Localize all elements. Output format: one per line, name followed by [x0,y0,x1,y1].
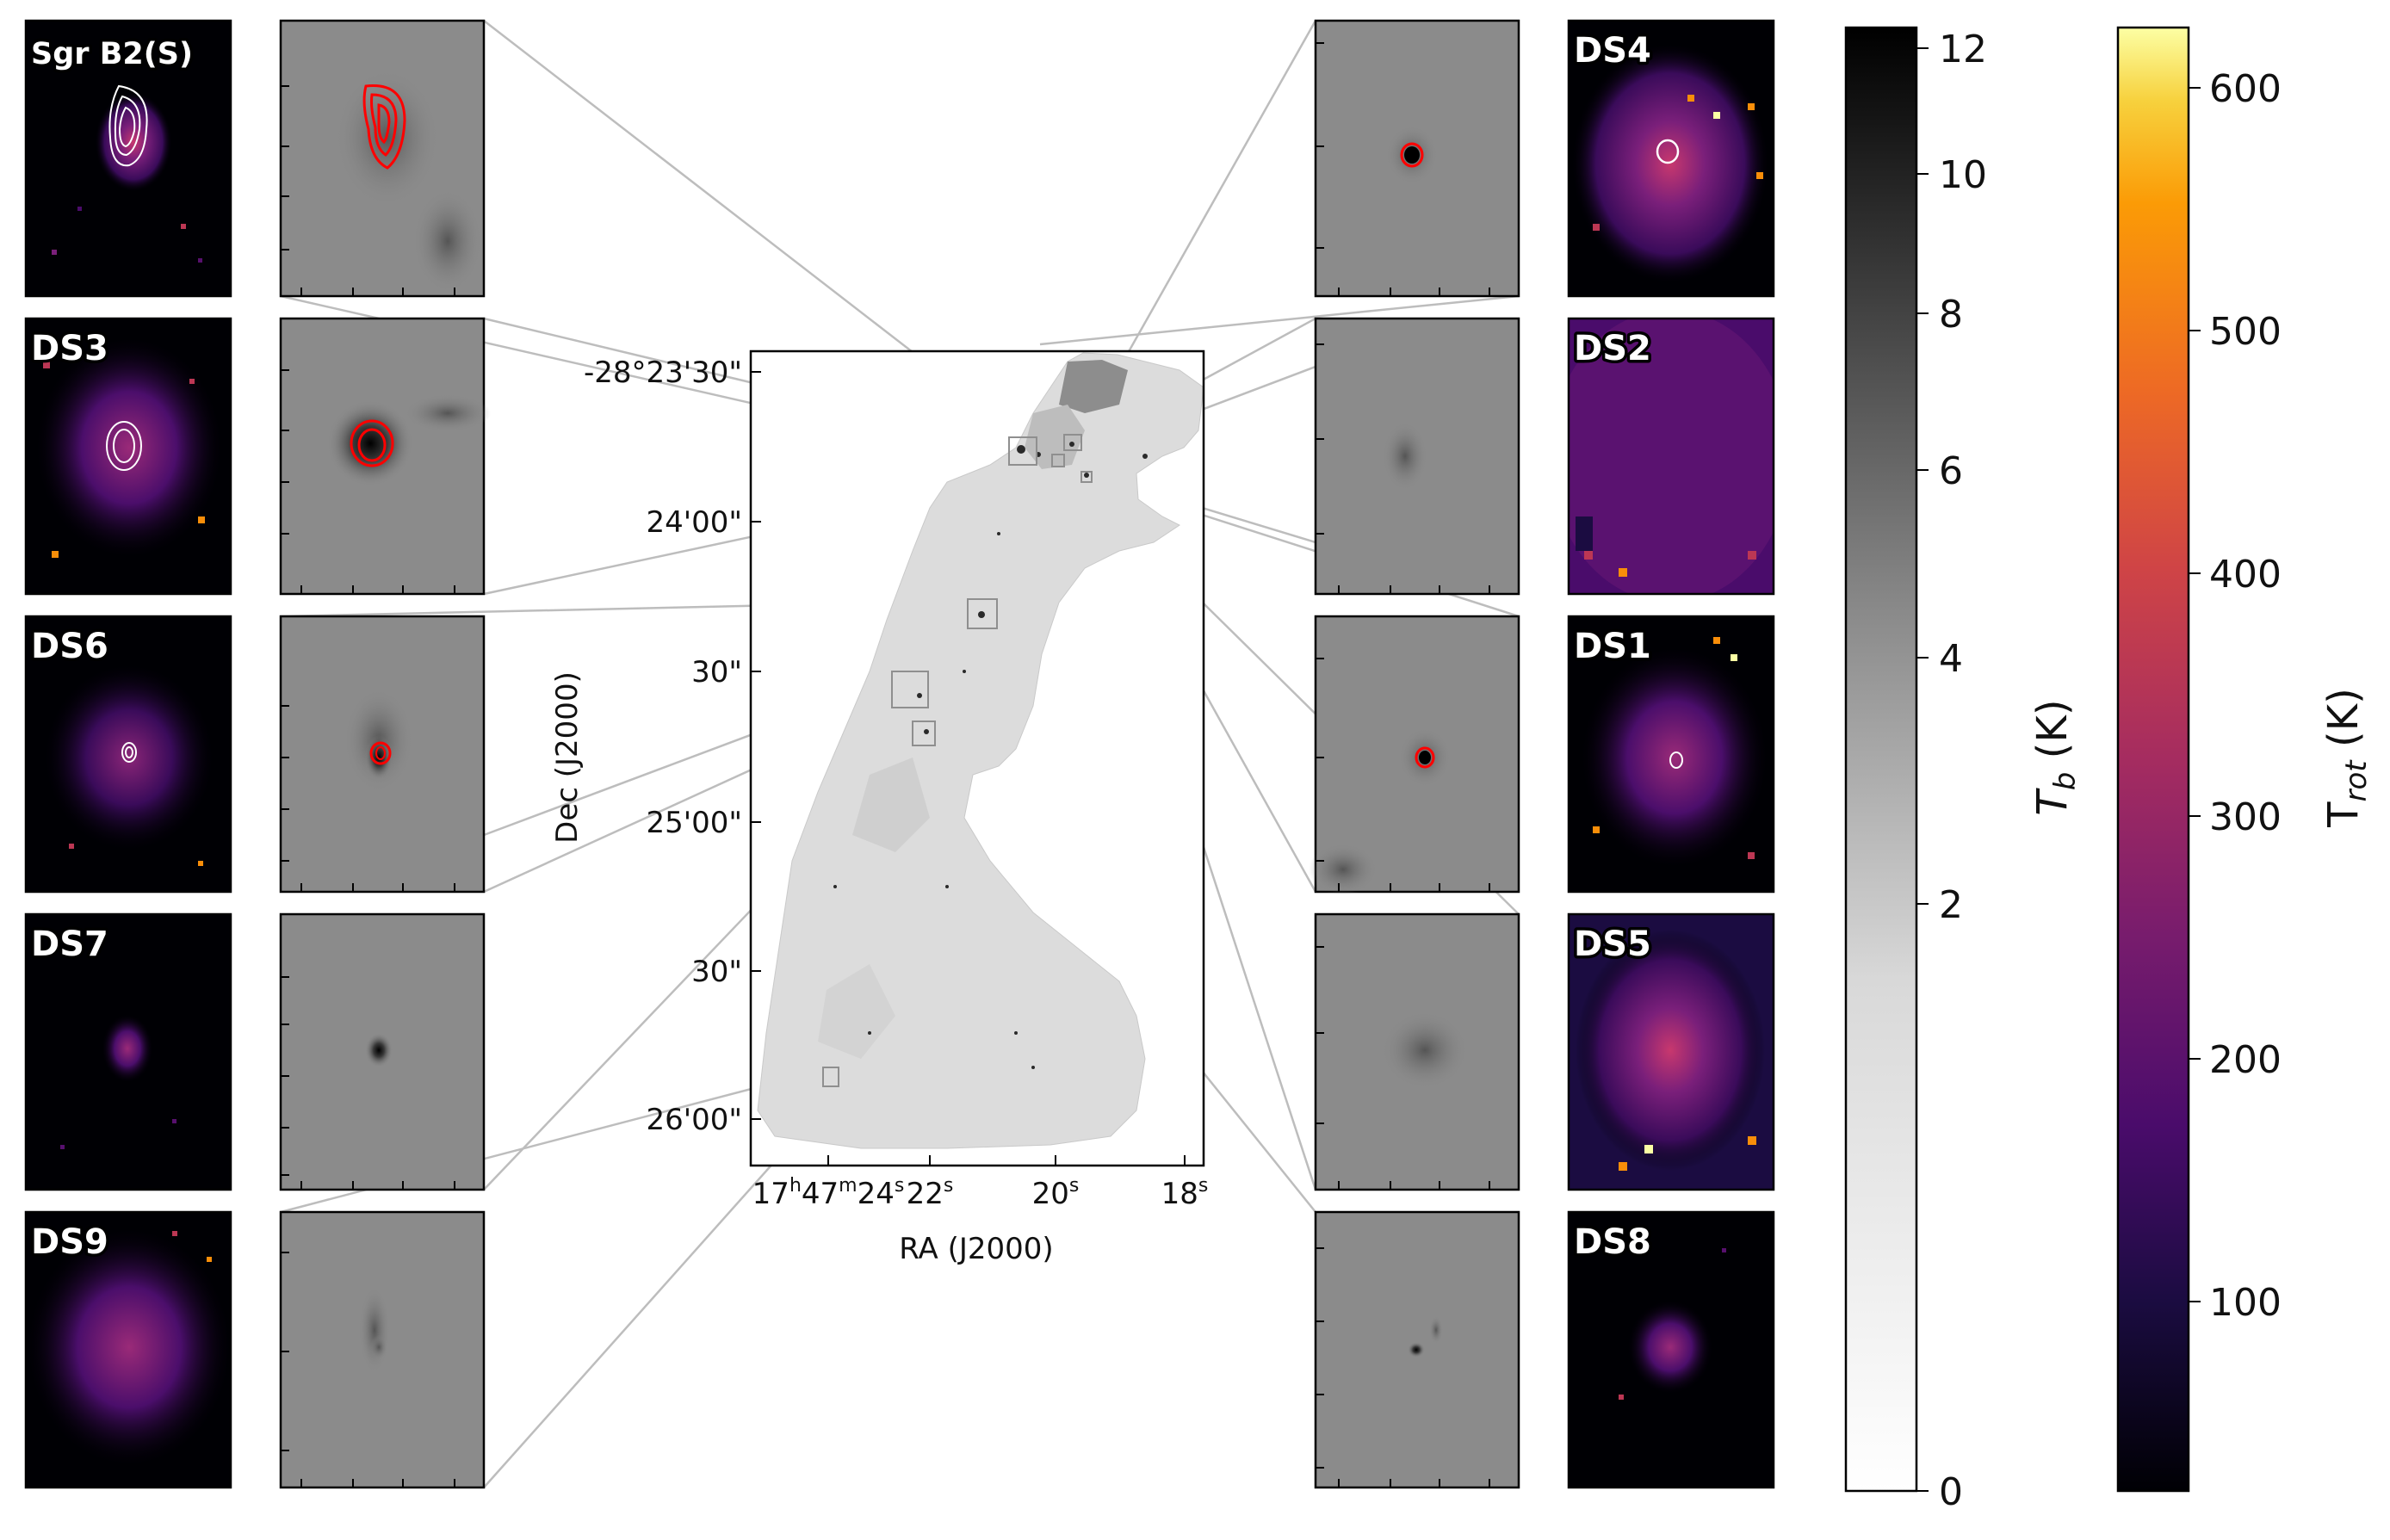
svg-text:4: 4 [1939,637,1963,681]
zoom-ds1 [1309,615,1520,895]
zoom-boxes [822,434,1093,1087]
svg-text:-28°23'30": -28°23'30" [584,356,742,390]
zoom-ds8 [1314,1210,1520,1489]
zoom-ds4 [1314,19,1520,298]
svg-text:400: 400 [2209,553,2282,597]
thumb-ds5 [1569,914,1774,1190]
svg-text:30": 30" [691,955,742,989]
svg-text:26'00": 26'00" [646,1103,742,1137]
thumb-ds6 [26,616,231,892]
zoom-ds6 [279,615,486,894]
colorbar-tb: 12 10 8 6 4 2 0 Tb (K) [1844,26,2083,1514]
thumb-ds1 [1569,616,1774,892]
tb-colorbar-title: Tb (K) [2028,699,2083,815]
label-ds4: DS4 [1574,31,1651,71]
svg-text:6: 6 [1939,449,1963,493]
svg-text:8: 8 [1939,293,1963,337]
svg-text:12: 12 [1939,28,1987,71]
zoom-ds9 [279,1210,486,1489]
ra-tick-20: 20s [1032,1175,1080,1211]
colorbar-trot: 600 500 400 300 200 100 Trot (K) [2116,26,2374,1493]
map-footprint [757,352,1204,1149]
label-ds2: DS2 [1574,329,1651,368]
label-ds1: DS1 [1574,627,1651,666]
main-map-frame [749,349,1205,1167]
ra-tick-18: 18s [1161,1175,1209,1211]
label-ds8: DS8 [1574,1222,1651,1262]
main-map [749,349,1205,1167]
contours-sgrb2s [108,84,148,167]
label-ds9: DS9 [31,1222,108,1262]
svg-text:10: 10 [1939,153,1987,197]
ra-tick-labels: 17h47m24s 22s 20s 18s [752,1175,1209,1211]
thumb-ds2 [1569,319,1774,594]
zoom-ds2 [1314,317,1520,596]
label-ds7: DS7 [31,925,108,964]
zoom-ds5 [1314,912,1520,1191]
label-ds6: DS6 [31,627,108,666]
ra-tick-22: 22s [907,1175,954,1211]
thumb-ds8 [1569,1212,1774,1487]
label-ds5: DS5 [1574,925,1651,964]
thumb-ds3 [26,319,231,594]
zoom-ds7 [279,912,486,1191]
svg-text:2: 2 [1939,883,1963,927]
dec-tick-labels: -28°23'30" 24'00" 30" 25'00" 30" 26'00" [584,356,742,1137]
svg-text:100: 100 [2209,1281,2282,1325]
svg-text:500: 500 [2209,310,2282,354]
thumb-ds4 [1569,21,1774,296]
svg-text:200: 200 [2209,1038,2282,1082]
svg-text:25'00": 25'00" [646,806,742,840]
svg-text:24'00": 24'00" [646,505,742,540]
label-sgrb2s: Sgr B2(S) [31,37,193,71]
svg-text:600: 600 [2209,67,2282,111]
ra-tick-first: 17h47m24s [752,1175,905,1211]
label-ds3: DS3 [31,329,108,368]
thumb-sgrb2s [26,21,231,296]
dec-axis-title: Dec (J2000) [550,671,585,844]
trot-colorbar-title: Trot (K) [2319,688,2374,828]
svg-text:0: 0 [1939,1470,1963,1514]
svg-text:30": 30" [691,655,742,690]
ra-axis-title: RA (J2000) [899,1232,1053,1266]
thumb-ds9 [26,1212,231,1487]
zoom-ds3 [279,317,491,596]
svg-text:300: 300 [2209,795,2282,839]
thumb-ds7 [26,914,231,1190]
zoom-sgrb2s [279,19,486,298]
